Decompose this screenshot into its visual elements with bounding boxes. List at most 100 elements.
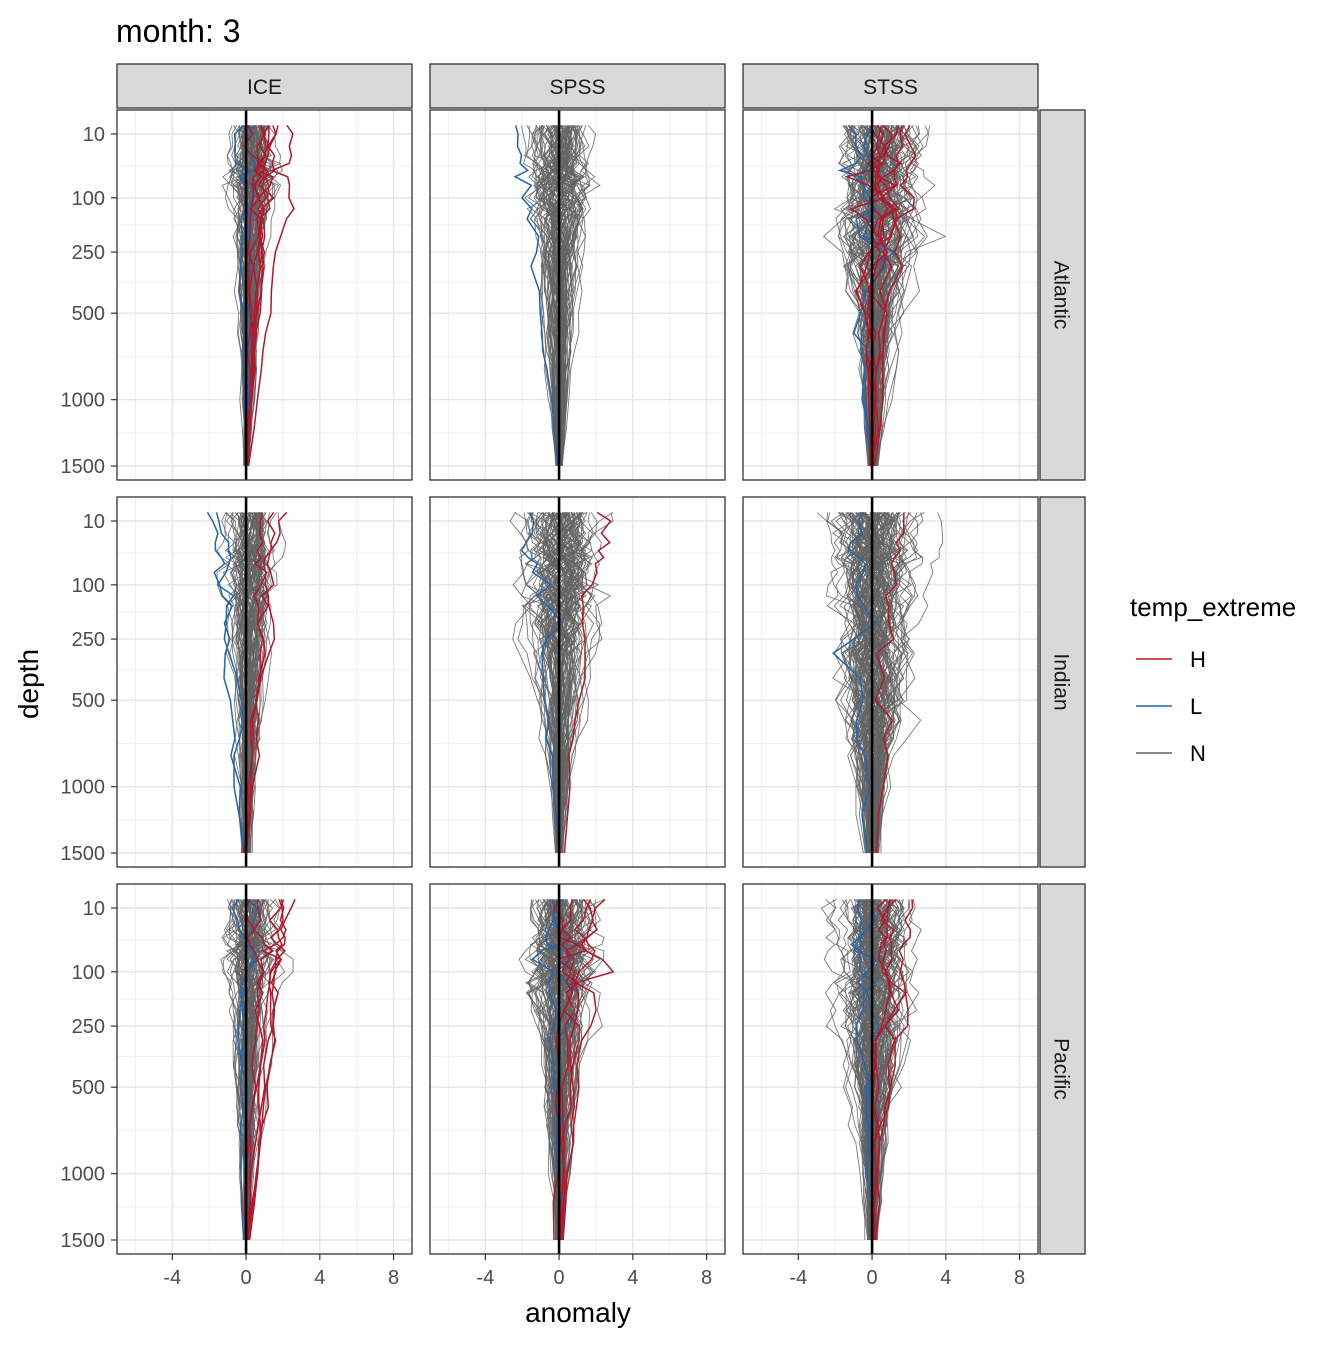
x-tick-label: 4 bbox=[627, 1267, 638, 1289]
profile-H bbox=[243, 511, 276, 854]
profile-N bbox=[558, 125, 573, 467]
facet-label-ice: ICE bbox=[247, 76, 282, 99]
profile-H bbox=[242, 511, 288, 854]
profile-N bbox=[557, 125, 585, 467]
profile-N bbox=[527, 899, 565, 1241]
y-tick-label: 10 bbox=[83, 898, 105, 920]
profile-N bbox=[824, 899, 870, 1241]
profile-N bbox=[872, 125, 912, 467]
profile-L bbox=[513, 125, 559, 467]
y-tick-label: 1000 bbox=[61, 1164, 106, 1186]
profile-N bbox=[849, 512, 875, 854]
profile-N bbox=[870, 512, 909, 854]
panel-indian-stss bbox=[742, 496, 1039, 868]
y-tick-label: 250 bbox=[72, 1016, 105, 1038]
profile-N bbox=[248, 899, 277, 1241]
y-tick-label: 250 bbox=[72, 629, 105, 651]
x-tick-label: -4 bbox=[789, 1267, 807, 1289]
profile-H bbox=[873, 898, 909, 1241]
profile-N bbox=[234, 512, 256, 854]
facet-strip-spss bbox=[429, 63, 726, 109]
profile-N bbox=[843, 512, 877, 854]
panel-pacific-ice: 10 100 250 500 1000 1500 -4 0 4 8 bbox=[61, 883, 413, 1289]
profile-N bbox=[523, 512, 558, 854]
y-axis-title: depth bbox=[13, 649, 44, 719]
profile-N bbox=[851, 899, 879, 1241]
profile-H bbox=[871, 899, 900, 1241]
profile-H bbox=[854, 125, 900, 467]
profile-L bbox=[853, 899, 880, 1241]
profile-N bbox=[832, 512, 886, 854]
facet-label-spss: SPSS bbox=[549, 76, 605, 99]
profile-N bbox=[558, 125, 596, 467]
profile-N bbox=[869, 512, 910, 854]
profile-N bbox=[864, 512, 897, 854]
x-tick-label: 0 bbox=[241, 1267, 252, 1289]
profile-N bbox=[548, 125, 571, 467]
profile-N bbox=[535, 125, 567, 467]
panel-border bbox=[116, 883, 413, 1255]
panel-indian-spss bbox=[429, 496, 726, 868]
profile-lines bbox=[820, 898, 922, 1241]
profile-N bbox=[539, 512, 560, 854]
facet-strip-indian bbox=[1039, 496, 1086, 868]
y-tick-label: 1500 bbox=[61, 1230, 106, 1252]
profile-N bbox=[548, 899, 574, 1241]
facet-label-pacific: Pacific bbox=[1050, 1038, 1073, 1100]
profile-H bbox=[563, 511, 612, 854]
y-tick-label: 1000 bbox=[61, 390, 106, 412]
profile-N bbox=[826, 512, 871, 854]
x-tick-label: 8 bbox=[1014, 1267, 1025, 1289]
profile-H bbox=[556, 898, 594, 1241]
profile-H bbox=[873, 125, 904, 467]
profile-N bbox=[872, 512, 924, 854]
profile-N bbox=[857, 512, 896, 854]
x-tick-label: 8 bbox=[388, 1267, 399, 1289]
y-tick-label: 1500 bbox=[61, 843, 106, 865]
profile-N bbox=[867, 512, 909, 854]
panel-border bbox=[742, 109, 1039, 481]
x-tick-label: -4 bbox=[476, 1267, 494, 1289]
profile-N bbox=[561, 125, 596, 467]
profile-L bbox=[215, 512, 245, 854]
profile-N bbox=[871, 899, 918, 1241]
x-tick-label: 0 bbox=[867, 1267, 878, 1289]
panel-atlantic-ice: 10 100 250 500 1000 1500 bbox=[61, 109, 413, 481]
profile-N bbox=[823, 899, 869, 1241]
facet-strip-pacific bbox=[1039, 883, 1086, 1255]
profile-N bbox=[541, 512, 585, 854]
legend-layer: HLN bbox=[1136, 647, 1206, 766]
profile-N bbox=[535, 125, 559, 467]
profile-L bbox=[520, 512, 564, 854]
profile-H bbox=[245, 512, 268, 854]
profile-N bbox=[524, 899, 558, 1241]
panel-border bbox=[742, 883, 1039, 1255]
profile-H bbox=[562, 899, 596, 1241]
x-tick-label: -4 bbox=[163, 1267, 181, 1289]
profile-N bbox=[535, 125, 561, 467]
panel-border bbox=[742, 496, 1039, 868]
profile-N bbox=[555, 512, 589, 854]
x-tick-label: 4 bbox=[314, 1267, 325, 1289]
profile-L bbox=[206, 512, 247, 854]
legend-title: temp_extreme bbox=[1130, 592, 1296, 622]
profile-N bbox=[854, 512, 902, 854]
profile-L bbox=[231, 898, 259, 1241]
profile-N bbox=[857, 512, 895, 854]
panel-border bbox=[116, 109, 413, 481]
y-tick-label: 1500 bbox=[61, 456, 106, 478]
profile-N bbox=[559, 512, 614, 854]
profile-N bbox=[226, 125, 245, 467]
profile-lines bbox=[221, 124, 295, 467]
profile-H bbox=[245, 125, 270, 467]
profile-N bbox=[556, 512, 591, 854]
panels-layer: 1010025050010001500101002505001000150010… bbox=[61, 63, 1086, 1289]
profile-N bbox=[224, 899, 247, 1241]
profile-N bbox=[830, 512, 873, 854]
profile-N bbox=[245, 899, 271, 1241]
panel-pacific-stss: -4 0 4 8 bbox=[742, 883, 1039, 1289]
profile-N bbox=[245, 899, 266, 1241]
x-axis-title: anomaly bbox=[525, 1297, 631, 1328]
y-tick-label: 500 bbox=[72, 303, 105, 325]
